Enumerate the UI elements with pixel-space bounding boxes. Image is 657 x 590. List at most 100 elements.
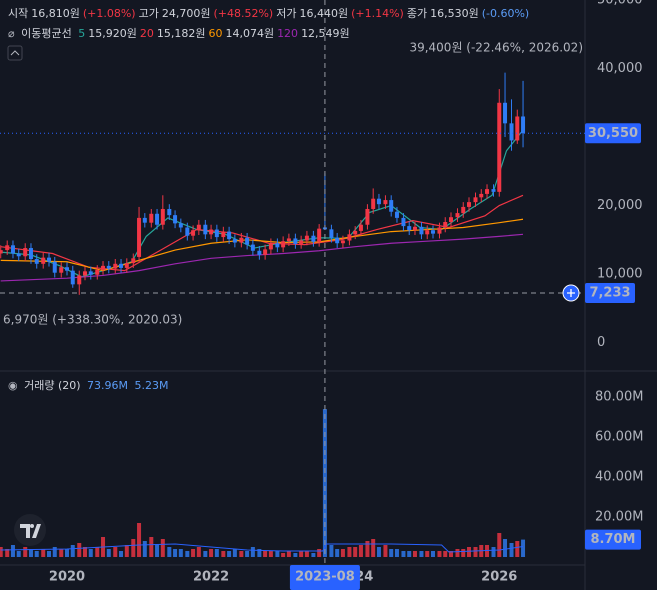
- candle-body: [203, 224, 208, 235]
- volume-bar: [521, 539, 526, 557]
- volume-bar: [467, 547, 472, 557]
- plus-icon: [567, 289, 575, 298]
- candle-body: [250, 244, 255, 251]
- ohlc-change: (+1.14%): [351, 7, 404, 20]
- candle-body: [383, 200, 388, 205]
- candle-body: [497, 102, 502, 192]
- candle-body: [509, 123, 514, 141]
- volume-bar: [23, 547, 28, 557]
- candle-body: [479, 193, 484, 198]
- candle-body: [155, 213, 160, 225]
- ma-icon[interactable]: ⌀: [8, 27, 15, 40]
- candle-body: [23, 248, 28, 257]
- candle-body: [142, 217, 147, 223]
- candle-body: [16, 253, 21, 257]
- volume-bar: [106, 549, 111, 557]
- volume-bar: [227, 551, 232, 557]
- volume-bar: [329, 545, 334, 557]
- candle-body: [329, 229, 334, 238]
- candle-body: [77, 275, 82, 285]
- candle-body: [467, 202, 472, 207]
- ohlc-value: 16,440원: [299, 7, 349, 20]
- ma-title: 이동평균선: [21, 27, 72, 40]
- high-annotation: 39,400원 (-22.46%, 2026.02): [409, 41, 583, 55]
- x-tick-label: 2022: [193, 570, 229, 585]
- volume-bar: [407, 551, 412, 557]
- volume-bar: [268, 551, 273, 557]
- volume-tick-label: 40.00M: [595, 470, 643, 485]
- volume-bar: [376, 547, 381, 557]
- volume-bar: [394, 549, 399, 557]
- volume-bar: [263, 551, 268, 557]
- volume-bar: [34, 551, 39, 557]
- ma-period: 60: [208, 27, 223, 40]
- ohlc-label: 시작: [8, 7, 29, 20]
- candle-body: [227, 231, 232, 240]
- volume-bar: [41, 549, 46, 557]
- tv-logo-mark: [20, 524, 41, 538]
- candle-body: [221, 231, 226, 238]
- volume-bar: [275, 551, 280, 557]
- candle-body: [358, 224, 363, 231]
- chevron-icon: [10, 50, 20, 56]
- collapse-button[interactable]: [7, 45, 23, 61]
- volume-bar: [473, 547, 478, 557]
- volume-bar: [83, 547, 88, 557]
- ohlc-label: 저가: [276, 7, 297, 20]
- volume-bar: [77, 543, 82, 557]
- volume-bar: [389, 549, 394, 557]
- volume-bar: [52, 547, 57, 557]
- candle-body: [149, 213, 154, 223]
- candle-body: [41, 257, 46, 264]
- volume-bar: [437, 551, 442, 557]
- volume-bar: [137, 523, 142, 557]
- y-tick-label: 50,000: [597, 0, 643, 8]
- ma-line: [0, 194, 524, 272]
- ma-value: 12,549원: [301, 27, 350, 40]
- candle-body: [52, 261, 57, 273]
- candle-body: [347, 234, 352, 241]
- candle-body: [455, 213, 460, 218]
- crosshair-x-box: [289, 565, 360, 590]
- volume-bar: [46, 551, 51, 557]
- volume-bar: [281, 553, 286, 557]
- candle-body: [275, 243, 280, 248]
- ma-period: 5: [78, 27, 86, 40]
- volume-bar: [131, 539, 136, 557]
- volume-bar: [353, 547, 358, 557]
- candle-body: [34, 259, 39, 264]
- crosshair-x-label: 2023-08: [295, 570, 355, 585]
- volume-ma-value: 5.23M: [134, 379, 169, 392]
- candle-body: [353, 230, 358, 235]
- candle-body: [65, 267, 70, 271]
- volume-bar: [448, 551, 453, 557]
- volume-bar: [5, 549, 10, 557]
- volume-bar: [250, 547, 255, 557]
- volume-bar: [65, 549, 70, 557]
- candle-body: [46, 257, 51, 262]
- candle-body: [88, 271, 93, 275]
- volume-bar: [485, 545, 490, 557]
- candle-body: [214, 229, 219, 238]
- ohlc-label: 종가: [406, 7, 428, 20]
- candle-body: [257, 250, 262, 255]
- candle-body: [167, 208, 172, 216]
- candle-body: [304, 235, 309, 241]
- volume-bar: [257, 549, 262, 557]
- ma-period: 120: [277, 27, 299, 40]
- ohlc-label: 고가: [138, 7, 159, 20]
- volume-title: 거래량 (20): [24, 379, 81, 392]
- eye-icon[interactable]: ◉: [8, 379, 18, 392]
- candle-body: [70, 270, 75, 285]
- volume-bar: [59, 549, 64, 557]
- candle-body: [443, 222, 448, 228]
- ohlc-legend: 시작 16,810원 (+1.08%) 고가 24,700원 (+48.52%) 저가 16,…: [8, 5, 532, 21]
- candle-body: [365, 208, 370, 225]
- ma-value: 15,920원: [88, 27, 137, 40]
- candle-body: [437, 227, 442, 234]
- candle-body: [245, 237, 250, 245]
- volume-bar: [347, 547, 352, 557]
- candle-body: [394, 211, 399, 218]
- volume-bar: [304, 551, 309, 557]
- candle-body: [407, 226, 412, 231]
